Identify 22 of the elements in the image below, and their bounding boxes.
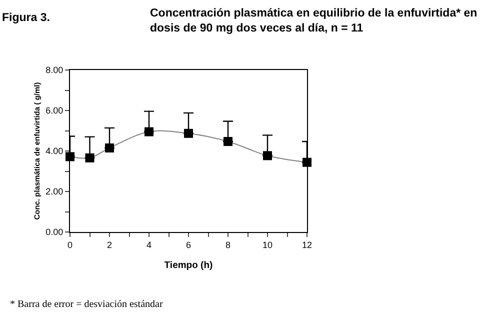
point [224,136,232,146]
x-tick-label: 0 [67,240,73,250]
x-tick-label: 10 [262,240,273,250]
point [144,127,154,136]
y-tick-label: 6.00 [46,106,64,116]
text: Figura 3. [2,12,50,24]
y-tick-label: 0.00 [46,227,64,238]
x-axis-title: Tiempo (h) [164,260,213,271]
text: * Barra de error = desviación estándar [10,299,164,310]
point [263,151,272,160]
x-tick-label: 2 [106,240,112,250]
y-tick-label: 2.00 [46,186,64,197]
chart-title: Concentración plasmática en equilibrio de la enfuvirtida* en dosis de 90 mg dos veces al día, n = 11 [150,7,478,34]
y-tick-label: 4.00 [46,146,64,156]
point [85,153,94,162]
x-tick-label: 4 [146,240,152,250]
x-tick-label: 8 [225,240,231,250]
y-tick-label: 8.00 [46,65,64,76]
x-tick-label: 6 [186,240,192,250]
point [184,128,193,138]
x-tick-label: 12 [302,240,312,250]
point [105,143,114,152]
